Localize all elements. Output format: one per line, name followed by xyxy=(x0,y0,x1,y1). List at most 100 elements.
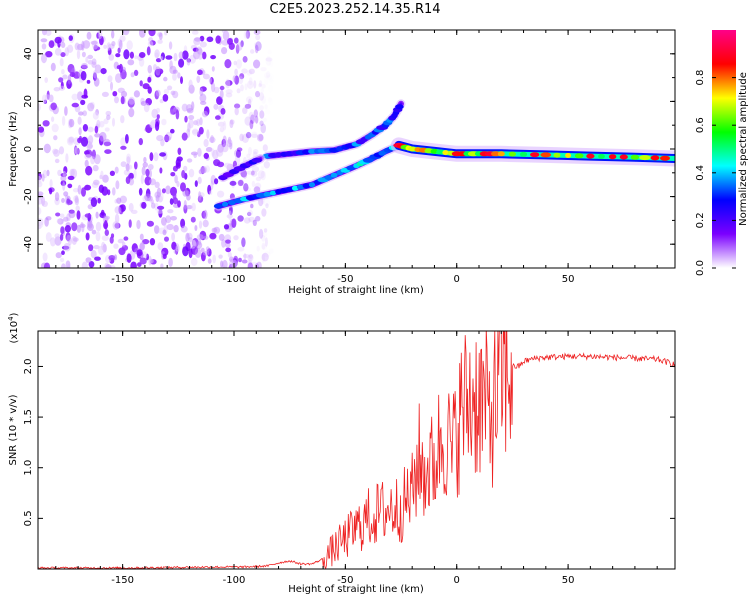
y-tick-label: -20 xyxy=(23,188,34,204)
noise-blob xyxy=(241,237,246,248)
track-blob xyxy=(227,200,236,206)
noise-blob xyxy=(55,252,62,259)
noise-blob xyxy=(224,59,232,69)
noise-blob xyxy=(248,68,255,75)
noise-blob xyxy=(49,188,53,195)
noise-blob xyxy=(221,47,228,55)
noise-blob xyxy=(215,35,221,44)
spectrogram-noise-field xyxy=(38,30,273,268)
noise-blob xyxy=(216,161,225,168)
noise-blob xyxy=(262,144,268,152)
noise-blob xyxy=(100,68,107,75)
noise-blob xyxy=(199,117,203,126)
noise-blob xyxy=(119,195,127,204)
noise-blob xyxy=(163,135,171,142)
noise-blob xyxy=(51,116,55,122)
noise-blob xyxy=(229,256,234,263)
track-blob xyxy=(565,153,572,158)
noise-blob xyxy=(198,52,203,60)
noise-blob xyxy=(128,219,132,228)
track-blob xyxy=(508,151,516,157)
noise-blob xyxy=(260,67,267,72)
track-blob xyxy=(650,155,660,161)
noise-blob xyxy=(77,116,82,125)
noise-blob xyxy=(42,252,48,262)
noise-blob xyxy=(120,96,125,105)
noise-blob xyxy=(172,192,177,200)
noise-blob xyxy=(212,254,216,264)
noise-blob xyxy=(98,30,103,40)
noise-blob xyxy=(98,184,105,193)
noise-blob xyxy=(234,107,239,116)
spectrogram-tracks xyxy=(213,99,675,211)
noise-blob xyxy=(264,237,268,247)
noise-blob xyxy=(162,253,167,260)
noise-blob xyxy=(245,30,251,39)
track-blob xyxy=(553,152,561,158)
noise-blob xyxy=(55,212,61,217)
track-blob xyxy=(540,152,552,158)
noise-blob xyxy=(88,261,95,268)
noise-blob xyxy=(169,198,174,205)
noise-blob xyxy=(90,197,98,208)
noise-blob xyxy=(121,241,126,247)
noise-blob xyxy=(100,170,104,179)
noise-blob xyxy=(114,166,119,174)
noise-blob xyxy=(147,40,154,47)
track-blob xyxy=(275,152,282,158)
noise-blob xyxy=(141,201,147,209)
noise-blob xyxy=(114,206,122,214)
noise-blob xyxy=(68,138,74,144)
noise-blob xyxy=(255,176,262,182)
noise-blob xyxy=(183,200,187,210)
track-blob xyxy=(530,152,540,158)
noise-blob xyxy=(197,69,203,76)
noise-blob xyxy=(59,58,64,67)
noise-blob xyxy=(41,200,48,207)
noise-blob xyxy=(45,232,52,242)
noise-blob xyxy=(93,77,100,87)
noise-blob xyxy=(170,172,176,177)
noise-blob xyxy=(248,77,253,86)
noise-blob xyxy=(41,94,47,104)
noise-blob xyxy=(196,46,203,55)
noise-blob xyxy=(251,133,259,138)
y-tick-label: 40 xyxy=(23,47,34,60)
noise-blob xyxy=(77,184,82,195)
noise-blob xyxy=(222,259,228,268)
noise-blob xyxy=(196,118,201,127)
noise-blob xyxy=(157,242,164,251)
noise-blob xyxy=(101,91,109,97)
noise-blob xyxy=(169,60,173,70)
track-blob xyxy=(491,151,501,157)
noise-blob xyxy=(182,50,189,60)
snr-panel: -150 -100 -50 0 50 0.5 1.0 1.5 2.0 Height of str… xyxy=(7,312,676,595)
noise-blob xyxy=(229,180,237,186)
noise-blob xyxy=(248,254,253,259)
noise-blob xyxy=(76,210,81,220)
noise-blob xyxy=(209,190,213,195)
noise-blob xyxy=(64,106,68,116)
noise-blob xyxy=(133,69,139,76)
noise-blob xyxy=(250,170,258,177)
noise-blob xyxy=(108,53,115,61)
noise-blob xyxy=(188,115,195,120)
noise-blob xyxy=(129,51,134,59)
noise-blob xyxy=(104,149,112,155)
x-tick-label: -150 xyxy=(111,274,134,285)
track-blob xyxy=(213,203,223,209)
noise-blob xyxy=(229,119,234,129)
noise-blob xyxy=(167,85,173,91)
noise-blob xyxy=(246,170,254,175)
noise-blob xyxy=(261,242,266,250)
noise-blob xyxy=(61,69,65,75)
noise-blob xyxy=(63,242,71,252)
noise-blob xyxy=(240,40,244,48)
noise-blob xyxy=(48,40,55,48)
noise-blob xyxy=(73,148,79,155)
noise-blob xyxy=(193,153,197,159)
colorbar: 0.0 0.2 0.4 0.6 0.8 Normalized spectral ampl… xyxy=(695,30,749,276)
noise-blob xyxy=(50,237,56,247)
noise-blob xyxy=(133,169,137,179)
noise-blob xyxy=(225,78,231,89)
